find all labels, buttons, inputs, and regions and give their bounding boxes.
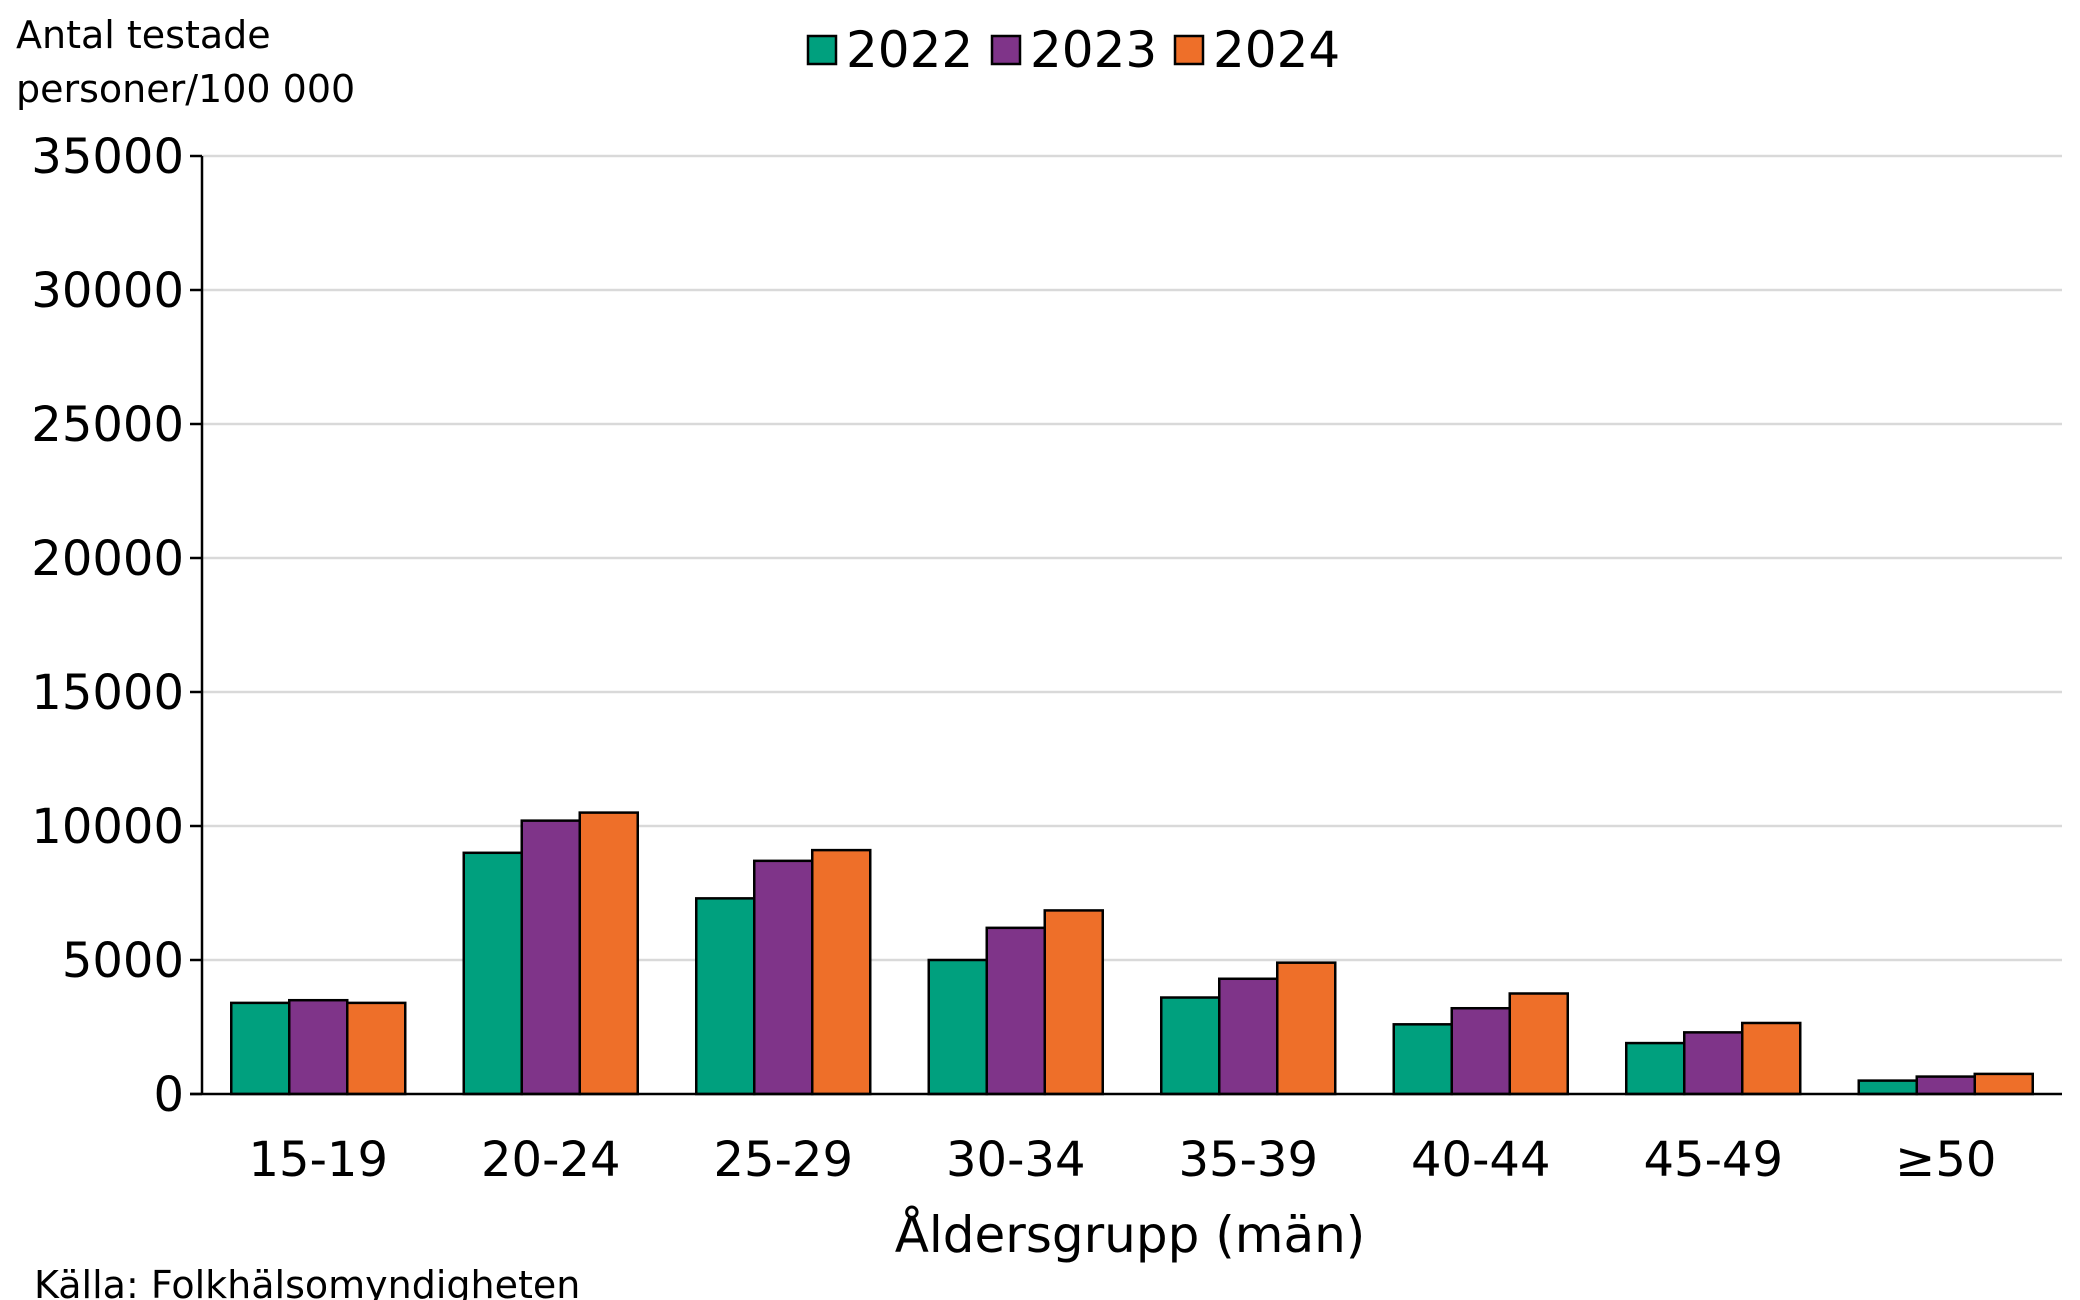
y-axis-label-line-1: Antal testade: [16, 13, 271, 57]
legend: 2022 2023 2024: [806, 21, 1340, 79]
y-tick-label: 30000: [31, 263, 184, 319]
legend-swatch-2024: [1173, 34, 1205, 66]
y-axis-label-line-2: personer/100 000: [16, 67, 355, 111]
y-tick-label: 5000: [62, 933, 184, 989]
y-tick-label: 0: [153, 1067, 184, 1123]
x-tick-label: 20-24: [481, 1132, 620, 1188]
legend-swatch-2023: [990, 34, 1022, 66]
bar-2024-35-39: [1276, 961, 1337, 1096]
bar-2022-35-39: [1160, 996, 1221, 1096]
y-tick-label: 25000: [31, 397, 184, 453]
bar-2023-30-34: [985, 926, 1046, 1096]
bar-2022-40-44: [1392, 1023, 1453, 1096]
bar-2023-40-44: [1450, 1006, 1511, 1096]
bar-2023-20-24: [520, 819, 581, 1096]
gridlines: [202, 154, 2062, 962]
x-tick-label: 25-29: [714, 1132, 853, 1188]
y-tick-label: 10000: [31, 799, 184, 855]
bar-2023-15-19: [288, 998, 349, 1096]
bar-2024-≥50: [1973, 1072, 2034, 1096]
legend-label-2023: 2023: [1030, 21, 1157, 79]
bar-2023-35-39: [1218, 977, 1279, 1096]
bar-2024-45-49: [1741, 1021, 1802, 1096]
x-axis-label: Åldersgrupp (män): [895, 1206, 1366, 1264]
bar-2024-40-44: [1508, 992, 1569, 1096]
x-tick-label: 40-44: [1411, 1132, 1550, 1188]
legend-label-2022: 2022: [846, 21, 973, 79]
x-tick-label: 15-19: [249, 1132, 388, 1188]
bar-2022-20-24: [462, 851, 523, 1096]
y-tick-label: 15000: [31, 665, 184, 721]
bar-2022-45-49: [1625, 1041, 1686, 1096]
x-tick-label: 30-34: [946, 1132, 1085, 1188]
x-tick-label: 45-49: [1644, 1132, 1783, 1188]
bar-2024-15-19: [346, 1001, 407, 1096]
bar-2024-25-29: [811, 848, 872, 1096]
bar-2024-20-24: [578, 811, 639, 1096]
legend-swatch-2022: [806, 34, 838, 66]
bar-2022-15-19: [230, 1001, 291, 1096]
source-note: Källa: Folkhälsomyndigheten: [34, 1263, 580, 1300]
x-axis-ticks: 15-19 20-24 25-29 30-34 35-39 40-44 45-49 ≥50: [249, 1132, 1997, 1188]
bars: [230, 811, 2034, 1096]
bar-2022-25-29: [695, 897, 756, 1096]
bar-2022-≥50: [1857, 1079, 1918, 1096]
y-tick-label: 20000: [31, 531, 184, 587]
bar-2023-45-49: [1683, 1031, 1744, 1096]
y-axis-label: Antal testade personer/100 000: [16, 13, 355, 111]
legend-label-2024: 2024: [1213, 21, 1340, 79]
bar-2023-≥50: [1915, 1075, 1976, 1096]
axes: [190, 156, 2062, 1096]
x-tick-label: ≥50: [1895, 1132, 1996, 1188]
bar-2022-30-34: [927, 958, 988, 1096]
x-tick-label: 35-39: [1179, 1132, 1318, 1188]
bar-2024-30-34: [1043, 909, 1104, 1096]
y-tick-label: 35000: [31, 129, 184, 185]
y-axis-ticks: 0 5000 10000 15000 20000 25000 30000 35000: [31, 129, 202, 1123]
bar-2023-25-29: [753, 859, 814, 1096]
